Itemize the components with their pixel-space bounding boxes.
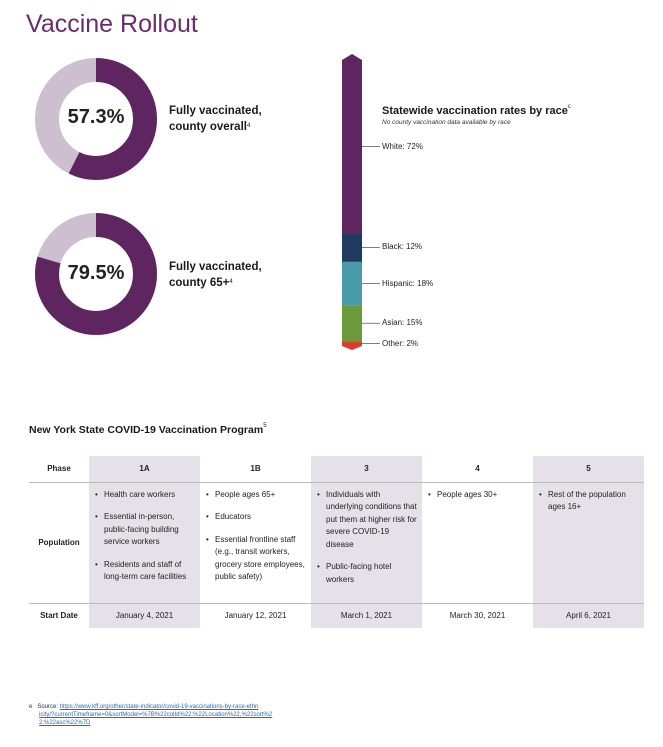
list-item: Public-facing hotel workers — [317, 561, 418, 586]
footnote: e Source: https://www.kff.org/other/stat… — [29, 703, 272, 727]
race-stacked-bar — [342, 54, 380, 350]
donut-value: 57.3% — [67, 106, 125, 128]
caption-line: county 65+ — [169, 277, 230, 289]
list-item: Educators — [206, 511, 307, 524]
list-item: Health care workers — [95, 489, 196, 502]
date-cell: January 12, 2021 — [200, 602, 311, 628]
source-link[interactable]: 2:%22asc%22%7D — [39, 720, 91, 726]
bar-segment — [342, 261, 362, 306]
list-item: Rest of the population ages 16+ — [539, 489, 640, 514]
row-label: Start Date — [29, 602, 89, 628]
list-item: Individuals with underlying conditions t… — [317, 489, 418, 552]
date-cell: April 6, 2021 — [533, 602, 644, 628]
phase-cell: 4 — [475, 464, 480, 474]
phase-cell: 5 — [533, 456, 644, 482]
date-cell: January 4, 2021 — [89, 602, 200, 628]
segment-label: Other: 2% — [382, 338, 419, 348]
population-cell: People ages 65+ Educators Essential fron… — [200, 481, 311, 603]
date-cell: March 30, 2021 — [422, 602, 533, 628]
bar-segment — [342, 60, 362, 234]
bar-cap — [342, 54, 362, 60]
segment-label: Asian: 15% — [382, 318, 423, 328]
segment-label: White: 72% — [382, 141, 423, 151]
list-item: Residents and staff of long-term care fa… — [95, 559, 196, 584]
footnote-mark: c — [567, 104, 571, 110]
row-label: Population — [29, 481, 89, 603]
population-cell: Individuals with underlying conditions t… — [311, 481, 422, 603]
donut-caption: Fully vaccinated, county overall4 — [169, 103, 262, 135]
program-table: Phase 1A 1B 3 4 5 Population Health care… — [29, 456, 644, 628]
start-date-row: Start Date January 4, 2021 January 12, 2… — [29, 602, 644, 628]
bar-segment — [342, 233, 362, 262]
caption-line: county overall — [169, 121, 247, 133]
list-item: Essential frontline staff (e.g., transit… — [206, 534, 307, 584]
list-item: People ages 65+ — [206, 489, 307, 502]
page-title: Vaccine Rollout — [26, 10, 198, 38]
footnote-prefix: Source: — [37, 704, 60, 710]
program-title: New York State COVID-19 Vaccination Prog… — [29, 423, 267, 436]
population-row: Population Health care workers Essential… — [29, 481, 644, 603]
donut-arc — [35, 213, 157, 335]
segment-label: Hispanic: 18% — [382, 278, 434, 288]
caption-line: Fully vaccinated, — [169, 261, 262, 273]
row-label: Phase — [47, 464, 71, 474]
segment-label: Black: 12% — [382, 242, 423, 252]
race-chart-title: Statewide vaccination rates by racec — [382, 104, 571, 117]
population-cell: People ages 30+ — [422, 481, 533, 603]
phase-cell: 1B — [250, 464, 261, 474]
footnote-mark: e — [29, 704, 33, 710]
population-cell: Health care workers Essential in-person,… — [89, 481, 200, 603]
source-link[interactable]: icity/?currentTimeframe=0&sortModel=%7B%… — [39, 712, 273, 718]
source-link[interactable]: https://www.kff.org/other/state-indicato… — [59, 704, 259, 710]
list-item: Essential in-person, public-facing build… — [95, 511, 196, 549]
donut-caption: Fully vaccinated, county 65+4 — [169, 259, 262, 291]
race-chart-subtitle: No county vaccination data available by … — [382, 119, 511, 126]
footnote-mark: 4 — [229, 279, 233, 285]
phase-cell: 1A — [89, 456, 200, 482]
footnote-mark: 4 — [246, 123, 251, 129]
population-cell: Rest of the population ages 16+ — [533, 481, 644, 603]
donut-arc — [35, 58, 157, 180]
phase-cell: 3 — [311, 456, 422, 482]
bar-segment — [342, 341, 362, 346]
date-cell: March 1, 2021 — [311, 602, 422, 628]
bar-segment — [342, 305, 362, 342]
donut-value: 79.5% — [67, 262, 125, 284]
donut-chart-overall — [35, 58, 157, 180]
phase-row: Phase 1A 1B 3 4 5 — [29, 456, 644, 482]
list-item: People ages 30+ — [428, 489, 529, 502]
bar-tip — [342, 346, 362, 350]
footnote-mark: 5 — [263, 423, 267, 429]
donut-chart-65plus — [35, 213, 157, 335]
caption-line: Fully vaccinated, — [169, 105, 262, 117]
